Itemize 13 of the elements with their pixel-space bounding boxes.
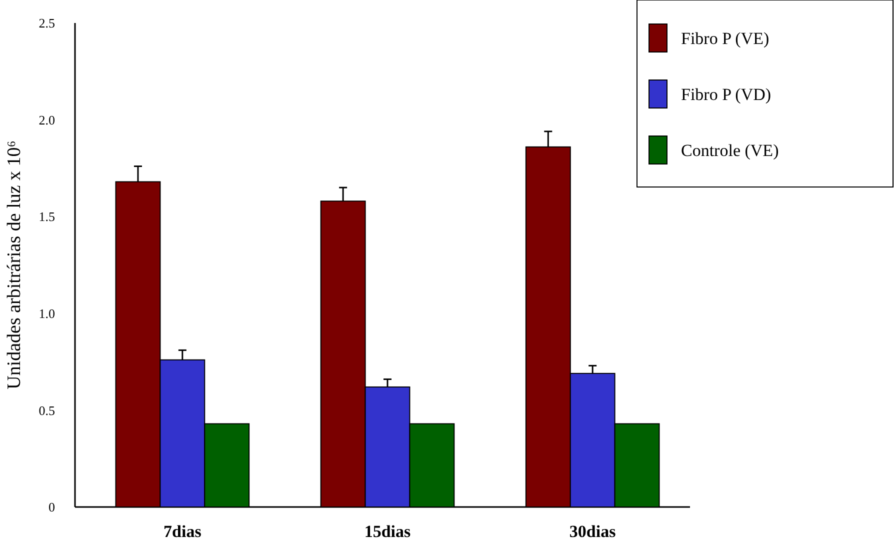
y-tick-label: 0 <box>48 500 55 515</box>
y-tick-label: 2.0 <box>38 112 55 128</box>
x-tick-label: 7dias <box>164 522 202 541</box>
legend-label: Controle (VE) <box>681 140 779 160</box>
legend-label: Fibro P (VE) <box>681 28 770 48</box>
y-tick-label: 1.5 <box>38 209 55 224</box>
x-tick-label: 15dias <box>364 522 412 541</box>
y-tick-label: 0.5 <box>38 402 55 418</box>
y-tick-label: 1.0 <box>38 306 55 321</box>
legend-label: Fibro P (VD) <box>681 84 772 104</box>
y-tick-label: 2.5 <box>38 16 55 31</box>
y-axis-title: Unidades arbitrárias de luz x 10⁶ <box>4 140 25 390</box>
x-tick-label: 30dias <box>569 522 616 541</box>
